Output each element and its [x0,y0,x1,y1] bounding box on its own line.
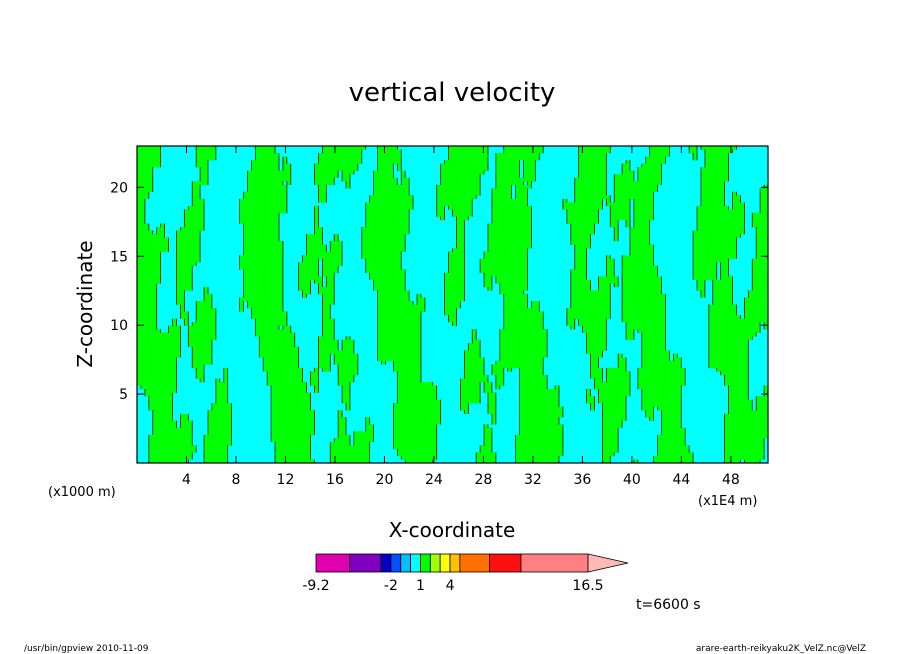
x-tick-label: 4 [182,472,191,488]
y-axis: 5 10 15 20 [110,180,768,403]
y-tick-label: 15 [110,249,128,265]
x-tick-label: 12 [277,472,295,488]
colorbar-segment [429,553,441,573]
colorbar-tick-label: 4 [446,578,455,594]
y-tick-label: 5 [119,387,128,403]
x-unit-left: (x1000 m) [48,485,116,500]
x-unit-right: (x1E4 m) [698,494,757,509]
plot-frame [136,145,769,464]
colorbar-tick-label: -2 [384,578,398,594]
footer-right: arare-earth-reikyaku2K_VelZ.nc@VelZ [696,644,866,654]
colorbar-segment [439,553,451,573]
y-tick-label: 20 [110,180,128,196]
plot-area [136,145,769,464]
colorbar-segment [449,553,461,573]
colorbar-segment [390,553,402,573]
x-tick-label: 40 [623,472,641,488]
colorbar-tick-label: -9.2 [302,578,329,594]
colorbar-segment [349,553,382,573]
footer-left: /usr/bin/gpview 2010-11-09 [24,644,149,654]
velocity-field [137,146,768,463]
chart-title: vertical velocity [349,78,556,108]
x-tick-label: 24 [425,472,443,488]
colorbar: -9.2 -2 1 4 16.5 [302,553,629,594]
contour-lines [140,146,765,463]
colorbar-tick-label: 1 [416,578,425,594]
x-tick-label: 32 [524,472,542,488]
colorbar-segment [520,553,589,573]
x-tick-label: 36 [573,472,591,488]
colorbar-segment [420,553,431,573]
colorbar-segment [315,553,350,573]
x-tick-label: 44 [672,472,690,488]
colorbar-segment [459,553,490,573]
colorbar-tick-label: 16.5 [572,578,603,594]
colorbar-segment [400,553,412,573]
colorbar-segment [410,553,421,573]
time-label: t=6600 s [636,597,701,613]
y-tick-label: 10 [110,318,128,334]
colorbar-extension [587,553,629,573]
x-axis: 4 8 12 16 20 24 28 32 36 40 44 48 [182,146,740,488]
x-tick-label: 8 [232,472,241,488]
x-tick-label: 16 [326,472,344,488]
x-tick-label: 28 [475,472,493,488]
y-axis-title: Z-coordinate [73,240,97,367]
x-tick-label: 48 [722,472,740,488]
x-tick-label: 20 [376,472,394,488]
colorbar-segment [380,553,392,573]
x-axis-title: X-coordinate [389,518,516,542]
colorbar-segment [489,553,522,573]
